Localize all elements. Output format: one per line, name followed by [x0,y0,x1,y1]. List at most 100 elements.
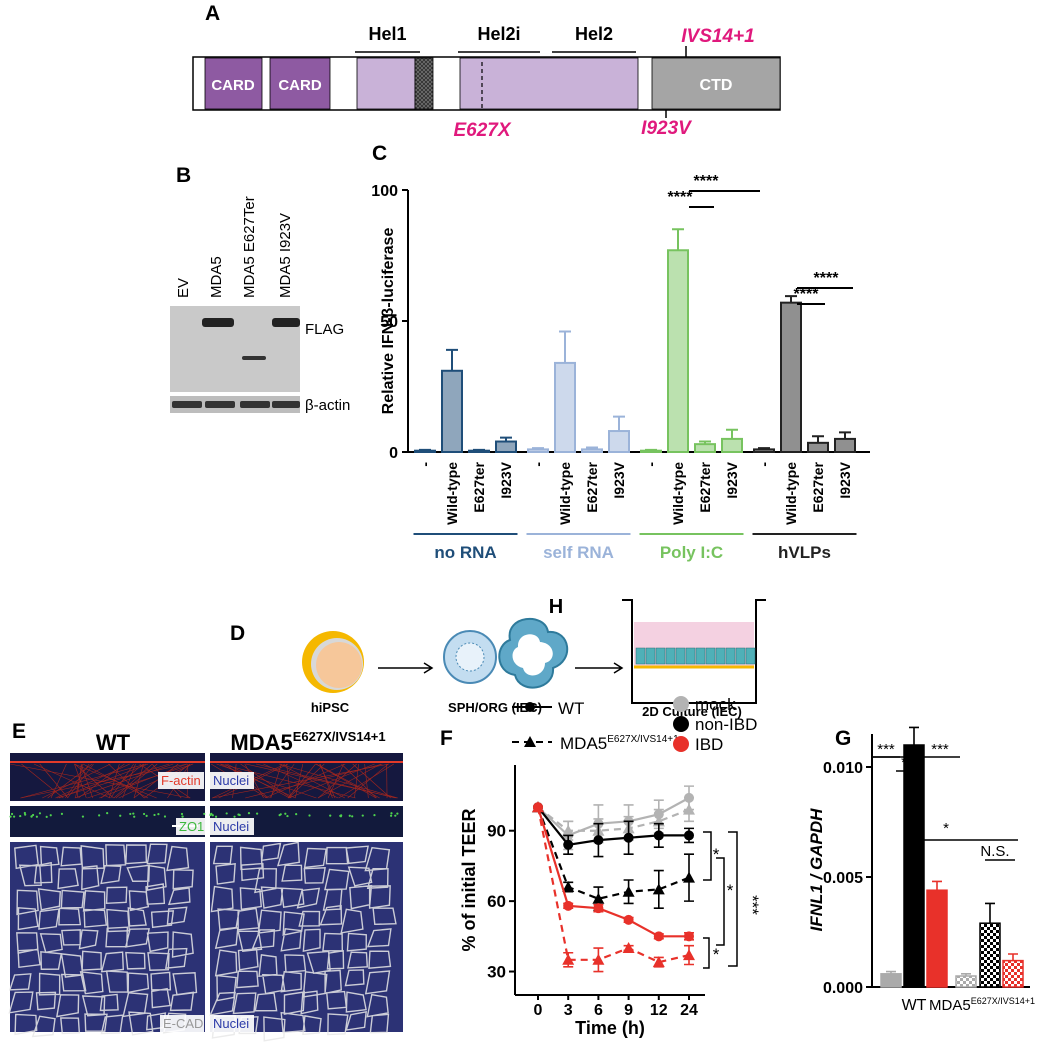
x-tick-label: - [643,462,659,467]
error-bar [446,348,458,371]
actin-fiber [65,763,90,799]
legend-label: WT [558,699,584,718]
cell [705,647,716,665]
x-tick-label: I923V [611,461,627,498]
panel-label: F [440,727,453,750]
actin-fiber [76,763,82,799]
error-bar [645,448,657,451]
actin-fiber [347,763,389,799]
marker [652,883,665,895]
zo1-dot [30,815,33,818]
legend-swatch [673,736,689,752]
actin-fiber [286,763,291,799]
error-bar [699,440,711,445]
zo1-dot [45,815,48,818]
series-line [537,806,690,832]
zo1-dot [233,815,236,818]
legend-label: MDA5E627X/IVS14+1 [560,734,679,753]
marker [562,953,575,965]
bar [834,437,856,453]
actin-fiber [87,763,194,799]
zo1-dot [38,812,42,815]
marker [562,881,575,893]
actin-fiber [110,763,134,799]
domain-block [459,57,639,110]
actin-fiber [317,763,382,799]
zo1-dot [203,812,206,815]
cell [685,647,696,665]
y-tick-label: 100 [371,183,398,200]
organoid-lumen [512,634,553,676]
legend-label-sup: E627X/IVS14+1 [607,734,679,745]
column-label: MDA5E627X/IVS14+1 [230,729,385,755]
stain-box [210,818,254,835]
zo1-dot [329,814,332,817]
actin-fiber [39,763,69,799]
zo1-dot [225,812,228,815]
zo1-dot [214,815,218,818]
blot-band [202,318,234,327]
zo1-dot [255,812,259,815]
x-tick-label: 12 [650,1002,668,1019]
significance-bracket [716,857,725,946]
zo1-dot [60,812,64,815]
actin-fiber [80,763,93,799]
actin-fiber [47,763,93,799]
actin-fiber [240,763,292,799]
stain-label: ZO1 [179,819,204,834]
blot-band [205,401,235,408]
actin-fiber [74,763,87,799]
stain-box [210,772,254,789]
stain-label: Nuclei [213,1016,249,1031]
stain-box [160,1015,204,1032]
actin-fiber [108,763,145,799]
actin-fiber [288,763,325,799]
zo1-dot [278,814,281,817]
zo1-dot [157,813,160,816]
error-bar [812,435,824,443]
domain-block [414,57,434,110]
significance-label: *** [743,895,762,915]
mutation-label: I923V [641,118,692,139]
actin-fiber [220,763,356,799]
marker [593,835,604,846]
group-label: MDA5E627X/IVS14+1 [929,996,1035,1014]
blot-band [242,356,266,360]
zo1-dot [237,813,240,816]
mutation-label: E627X [453,120,511,141]
bar [581,448,603,454]
zo1-dot [163,815,167,818]
image-strip [10,806,205,837]
marker [622,885,635,897]
error-bar [500,436,512,442]
group-label: Poly I:C [660,543,723,562]
actin-fiber [57,763,170,799]
error-bar [532,447,544,450]
x-tick-label: Wild-type [444,462,460,525]
zo1-dot [145,814,148,817]
domain-label: Hel2i [477,24,520,44]
group-label: self RNA [543,543,614,562]
card-label: CARD [278,77,321,94]
actin-fiber [316,763,380,799]
panel-label: D [230,622,245,645]
band-label: FLAG [305,321,344,338]
actin-fiber [315,763,377,799]
zo1-dot [49,814,52,817]
transwell [622,599,766,704]
group-label: hVLPs [778,543,831,562]
cell [695,647,706,665]
zo1-dot [180,812,184,816]
significance-label: **** [794,286,820,303]
cell [735,647,746,665]
domain-label: Hel2 [575,24,613,44]
x-tick-label: 0 [534,1002,543,1019]
error-bar [932,880,942,891]
y-axis-label: % of initial TEER [459,808,479,951]
column-label: WT [96,730,131,755]
domain-block [269,57,331,110]
x-tick-label: I923V [724,461,740,498]
panel-label: C [372,142,387,165]
zo1-dot [19,814,22,818]
stain-label: Nuclei [213,819,249,834]
